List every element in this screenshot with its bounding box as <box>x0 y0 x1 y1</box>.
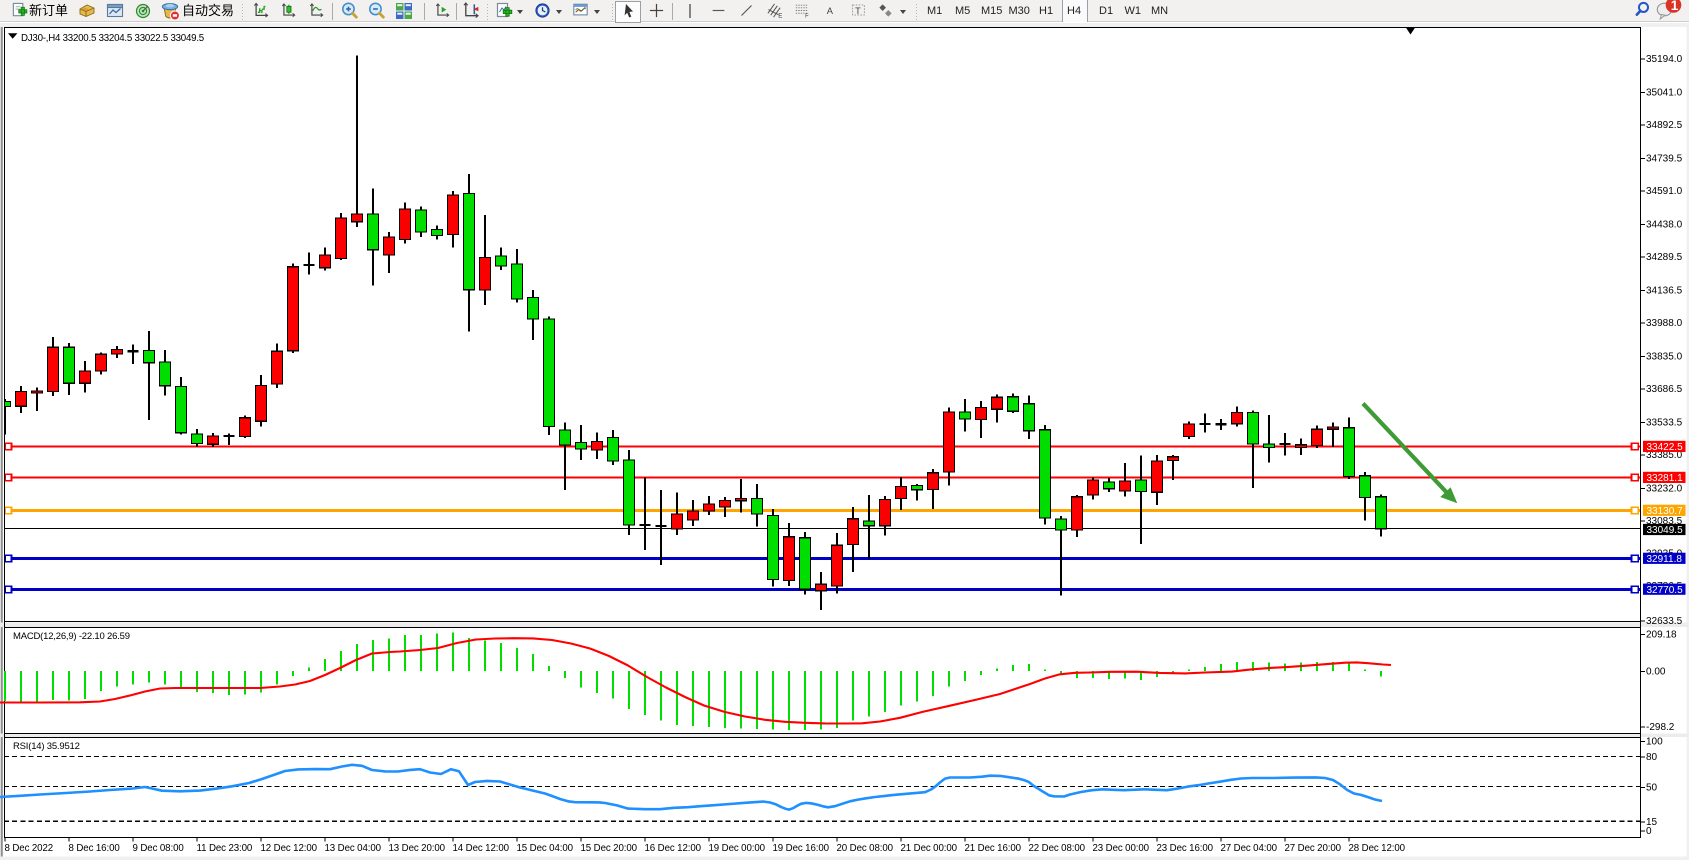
svg-text:E: E <box>778 13 782 19</box>
svg-text:23 Dec 16:00: 23 Dec 16:00 <box>1157 843 1214 854</box>
svg-text:33281.1: 33281.1 <box>1647 473 1684 484</box>
svg-text:8 Dec 2022: 8 Dec 2022 <box>5 843 54 854</box>
svg-text:100: 100 <box>1646 736 1663 747</box>
svg-text:13 Dec 20:00: 13 Dec 20:00 <box>389 843 446 854</box>
svg-text:8 Dec 16:00: 8 Dec 16:00 <box>69 843 121 854</box>
svg-text:28 Dec 12:00: 28 Dec 12:00 <box>1349 843 1406 854</box>
svg-text:34892.5: 34892.5 <box>1646 120 1683 131</box>
svg-text:19 Dec 16:00: 19 Dec 16:00 <box>773 843 830 854</box>
svg-text:33686.5: 33686.5 <box>1646 384 1683 395</box>
svg-text:9 Dec 08:00: 9 Dec 08:00 <box>133 843 185 854</box>
svg-text:32770.5: 32770.5 <box>1647 585 1684 596</box>
svg-text:33083.5: 33083.5 <box>1646 516 1683 527</box>
svg-text:20 Dec 08:00: 20 Dec 08:00 <box>837 843 894 854</box>
svg-text:14 Dec 12:00: 14 Dec 12:00 <box>453 843 510 854</box>
svg-text:34591.0: 34591.0 <box>1646 186 1683 197</box>
svg-text:19 Dec 00:00: 19 Dec 00:00 <box>709 843 766 854</box>
svg-text:33533.5: 33533.5 <box>1646 418 1683 429</box>
svg-text:33130.7: 33130.7 <box>1647 506 1684 517</box>
svg-text:27 Dec 20:00: 27 Dec 20:00 <box>1285 843 1342 854</box>
svg-text:0.00: 0.00 <box>1646 667 1666 678</box>
svg-text:DJ30-,H4 33200.5 33204.5 3302: DJ30-,H4 33200.5 33204.5 33022.5 33049.5 <box>21 33 204 44</box>
svg-text:33232.0: 33232.0 <box>1646 484 1683 495</box>
svg-text:-298.2: -298.2 <box>1646 722 1675 733</box>
svg-text:27 Dec 04:00: 27 Dec 04:00 <box>1221 843 1278 854</box>
svg-text:F: F <box>805 14 809 19</box>
svg-text:34289.5: 34289.5 <box>1646 252 1683 263</box>
svg-text:32633.5: 32633.5 <box>1646 616 1683 627</box>
svg-text:35194.0: 35194.0 <box>1646 54 1683 65</box>
svg-text:12 Dec 12:00: 12 Dec 12:00 <box>261 843 318 854</box>
svg-text:16 Dec 12:00: 16 Dec 12:00 <box>645 843 702 854</box>
svg-text:21 Dec 16:00: 21 Dec 16:00 <box>965 843 1022 854</box>
svg-text:13 Dec 04:00: 13 Dec 04:00 <box>325 843 382 854</box>
svg-text:15 Dec 20:00: 15 Dec 20:00 <box>581 843 638 854</box>
svg-text:15 Dec 04:00: 15 Dec 04:00 <box>517 843 574 854</box>
svg-text:209.18: 209.18 <box>1646 630 1677 641</box>
svg-text:1: 1 <box>1671 0 1679 13</box>
svg-text:23 Dec 00:00: 23 Dec 00:00 <box>1093 843 1150 854</box>
svg-text:33835.0: 33835.0 <box>1646 352 1683 363</box>
svg-text:50: 50 <box>1646 782 1658 793</box>
svg-text:15: 15 <box>1646 817 1658 828</box>
svg-text:11 Dec 23:00: 11 Dec 23:00 <box>197 843 253 854</box>
svg-text:22 Dec 08:00: 22 Dec 08:00 <box>1029 843 1086 854</box>
svg-text:33385.0: 33385.0 <box>1646 450 1683 461</box>
svg-text:34739.5: 34739.5 <box>1646 153 1683 164</box>
svg-text:0: 0 <box>1646 826 1652 837</box>
svg-text:MACD(12,26,9) -22.10 26.59: MACD(12,26,9) -22.10 26.59 <box>13 631 130 642</box>
svg-text:34136.5: 34136.5 <box>1646 286 1683 297</box>
svg-text:32911.8: 32911.8 <box>1647 554 1683 565</box>
svg-text:33422.5: 33422.5 <box>1647 442 1684 453</box>
svg-text:21 Dec 00:00: 21 Dec 00:00 <box>901 843 958 854</box>
svg-text:RSI(14) 35.9512: RSI(14) 35.9512 <box>13 741 80 752</box>
svg-text:33049.5: 33049.5 <box>1647 525 1684 536</box>
svg-text:80: 80 <box>1646 752 1658 763</box>
svg-text:A: A <box>827 6 834 16</box>
svg-text:35041.0: 35041.0 <box>1646 87 1683 98</box>
svg-text:34438.0: 34438.0 <box>1646 220 1683 231</box>
svg-text:T: T <box>855 6 861 16</box>
svg-text:33988.0: 33988.0 <box>1646 318 1683 329</box>
